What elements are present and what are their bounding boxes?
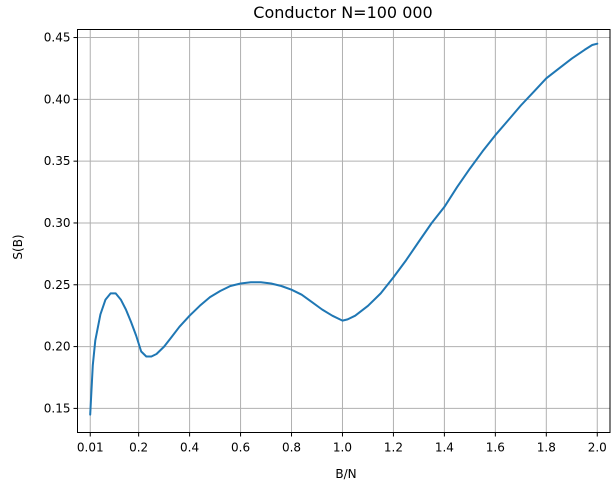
x-tick-label: 1.8 xyxy=(537,441,556,455)
y-axis: 0.15 0.20 0.25 0.30 0.35 0.40 0.45 xyxy=(44,31,78,415)
x-tick-label: 1.6 xyxy=(486,441,505,455)
x-tick-label: 0.2 xyxy=(129,441,148,455)
y-axis-label: S(B) xyxy=(11,234,25,259)
y-tick-label: 0.15 xyxy=(44,401,71,415)
y-tick-label: 0.20 xyxy=(44,340,71,354)
x-axis-label: B/N xyxy=(335,467,356,481)
y-tick-label: 0.45 xyxy=(44,31,71,45)
x-tick-label: 1.0 xyxy=(333,441,352,455)
x-tick-label: 1.4 xyxy=(435,441,454,455)
y-tick-label: 0.30 xyxy=(44,216,71,230)
y-tick-label: 0.35 xyxy=(44,154,71,168)
x-tick-label: 0.8 xyxy=(282,441,301,455)
y-tick-label: 0.25 xyxy=(44,278,71,292)
plot-frame xyxy=(77,29,611,433)
line-layer xyxy=(89,42,599,416)
y-tick-label: 0.40 xyxy=(44,92,71,106)
x-tick-label: 2.0 xyxy=(588,441,607,455)
x-tick-label: 1.2 xyxy=(384,441,403,455)
chart-title: Conductor N=100 000 xyxy=(253,3,432,22)
x-tick-label: 0.4 xyxy=(180,441,199,455)
grid xyxy=(77,29,610,433)
series-line xyxy=(89,42,599,416)
x-axis: 0.01 0.2 0.4 0.6 0.8 1.0 1.2 1.4 1.6 1.8 2.0 xyxy=(77,432,607,455)
x-tick-label: 0.6 xyxy=(231,441,250,455)
x-tick-label: 0.01 xyxy=(77,441,104,455)
